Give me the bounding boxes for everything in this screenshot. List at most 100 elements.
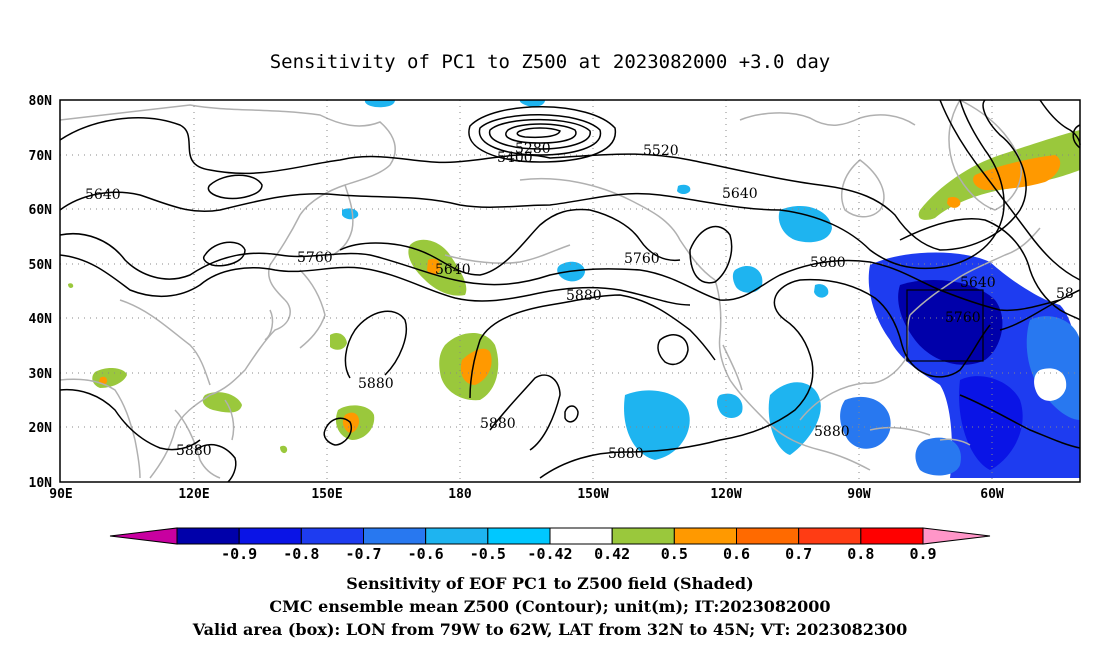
coast-asia-east — [149, 299, 291, 479]
coast-baja — [722, 344, 743, 391]
shade-lightblue-atlantic — [915, 437, 961, 476]
contour-5880-b — [469, 294, 716, 399]
colorbar-box — [549, 527, 613, 545]
contour-label: 5520 — [643, 143, 679, 159]
figure-title: Sensitivity of PC1 to Z500 at 2023082000… — [270, 51, 831, 73]
coast-hispaniola — [939, 438, 971, 446]
lon-label-90w: 90W — [847, 487, 871, 502]
contour-label: 5400 — [497, 150, 533, 166]
lat-label-80n: 80N — [29, 94, 53, 109]
colorbar-tick-label: -0.5 — [470, 545, 506, 563]
colorbar-box — [300, 527, 365, 545]
colorbar-tick-label: -0.6 — [408, 545, 444, 563]
coast-greenland — [948, 99, 1022, 211]
colorbar-tick-label: -0.9 — [221, 545, 257, 563]
z500-contours — [59, 99, 1081, 483]
contour-hook-60n — [1072, 124, 1081, 149]
contour-58-east — [999, 289, 1081, 331]
coast-philippines — [224, 399, 235, 441]
contour-label: 5880 — [480, 416, 516, 432]
contour-5880-east — [959, 394, 1081, 449]
lon-label-120w: 120W — [710, 487, 741, 502]
contour-label: 5280 — [515, 141, 551, 157]
contour-5880-f — [564, 405, 579, 423]
contour-label: 5640 — [960, 275, 996, 291]
coast-na-east — [909, 227, 1041, 316]
shade-lightblue-sw — [1026, 316, 1080, 420]
contour-5400-ring2 — [488, 118, 591, 150]
contour-labels: 5280 5400 5520 5640 5640 5640 5640 5760 … — [85, 141, 1074, 462]
shade-white-hole — [1034, 368, 1067, 401]
contour-5880-d — [323, 417, 352, 446]
colorbar-box — [363, 527, 427, 545]
colorbar-tick-label: -0.42 — [527, 545, 572, 563]
caption-line-2: CMC ensemble mean Z500 (Contour); unit(m… — [269, 597, 830, 616]
lon-label-150e: 150E — [311, 487, 342, 502]
lon-label-60w: 60W — [980, 487, 1004, 502]
map-frame — [59, 99, 1081, 483]
lon-axis-labels: 90E 120E 150E 180 150W 120W 90W 60W — [49, 487, 1004, 502]
contour-label: 5640 — [85, 187, 121, 203]
shade-cyan-greenland-south — [814, 284, 829, 298]
contour-5880-a — [344, 310, 407, 379]
lon-label-120e: 120E — [178, 487, 209, 502]
contour-5280 — [505, 123, 577, 144]
contour-label: 5640 — [722, 186, 758, 202]
contour-label: 5880 — [176, 443, 212, 459]
shade-orange-pacific — [460, 348, 492, 385]
shade-green-small1 — [280, 445, 288, 454]
coast-cuba — [869, 426, 931, 436]
contour-label: 5880 — [358, 376, 394, 392]
colorbar-tick-label: 0.42 — [594, 545, 630, 563]
coast-kamchatka — [332, 184, 354, 256]
graticule — [60, 100, 1080, 482]
colorbar: -0.9 -0.8 -0.7 -0.6 -0.5 -0.42 0.42 0.5 0.6 0.7 0.… — [109, 527, 991, 563]
coast-india — [59, 378, 141, 479]
contour-5280-inner — [516, 127, 561, 139]
colorbar-tick-label: 0.6 — [723, 545, 750, 563]
shade-blue-caribbean — [840, 396, 891, 449]
colorbar-box — [176, 527, 240, 545]
shade-darkblue-south — [959, 376, 1023, 470]
colorbar-box — [611, 527, 675, 545]
contour-5760-a — [59, 233, 1061, 312]
caption-line-1: Sensitivity of EOF PC1 to Z500 field (Sh… — [346, 574, 753, 593]
coast-se-asia — [174, 409, 221, 479]
colorbar-tick-label: -0.8 — [283, 545, 319, 563]
colorbar-tick-label: 0.9 — [909, 545, 936, 563]
valid-area-box — [906, 289, 984, 362]
lat-label-20n: 20N — [29, 421, 53, 436]
contour-5400-ring3 — [468, 106, 616, 163]
contour-label: 5880 — [814, 424, 850, 440]
contour-label: 58 — [1056, 286, 1074, 302]
lon-label-180: 180 — [448, 487, 472, 502]
lat-label-30n: 30N — [29, 367, 53, 382]
caption-line-3: Valid area (box): LON from 79W to 62W, L… — [192, 620, 908, 639]
coast-aleutians — [444, 244, 571, 264]
contour-label: 5880 — [810, 255, 846, 271]
lat-axis-labels: 80N 70N 60N 50N 40N 30N 20N 10N — [29, 94, 53, 491]
shade-orange-bering — [427, 258, 441, 275]
coast-china-interior — [119, 299, 211, 386]
contour-5640-bering — [339, 208, 681, 276]
contour-label: 5880 — [566, 288, 602, 304]
contour-5640-a — [59, 99, 1005, 270]
shade-orange-greenland — [973, 155, 1061, 190]
coast-asia-north — [59, 104, 396, 301]
lat-label-10n: 10N — [29, 476, 53, 491]
contour-5520-east — [1039, 99, 1081, 146]
colorbar-tick-label: 0.7 — [785, 545, 812, 563]
lat-label-70n: 70N — [29, 149, 53, 164]
shade-orange-greenland2 — [947, 196, 961, 208]
coast-alaska — [519, 177, 716, 281]
shade-darkblue-core — [898, 280, 1003, 365]
coast-canada-arch — [739, 112, 916, 126]
colorbar-end-low — [109, 527, 178, 545]
shade-cyan-caribbean — [768, 382, 821, 455]
lat-label-40n: 40N — [29, 312, 53, 327]
lat-label-50n: 50N — [29, 258, 53, 273]
contour-label: 5880 — [608, 446, 644, 462]
colorbar-tick-label: 0.5 — [661, 545, 688, 563]
contour-5520-loop — [207, 174, 263, 200]
